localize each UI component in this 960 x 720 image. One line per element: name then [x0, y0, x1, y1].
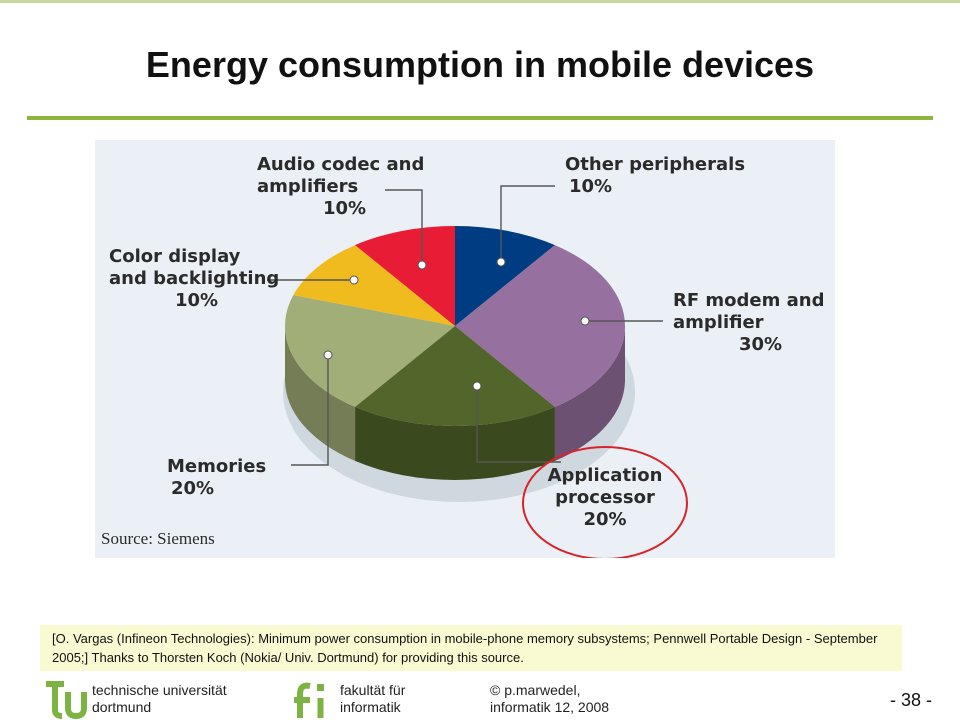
slice-label-other-peripherals-1: Other peripherals [565, 154, 745, 175]
author-info: © p.marwedel, informatik 12, 2008 [490, 682, 609, 716]
faculty-name: fakultät für informatik [340, 682, 405, 716]
leader-line-application-processor [476, 386, 561, 463]
leader-dot-memories [323, 350, 333, 360]
slice-label-application-processor-1: Application [548, 465, 663, 486]
university-name: technische universität dortmund [92, 682, 227, 716]
page-number: - 38 - [889, 690, 932, 710]
leader-line-memories [291, 355, 329, 466]
slice-value-color-display-and-backlighting: 10% [175, 290, 218, 311]
university-line-1: technische universität [92, 682, 227, 698]
author-line-2: informatik 12, 2008 [490, 699, 610, 715]
citation-box: [O. Vargas (Infineon Technologies): Mini… [40, 625, 902, 671]
leader-line-other-peripherals [500, 185, 555, 262]
slide-title: Energy consumption in mobile devices [145, 44, 815, 85]
leader-dot-rf-modem-and-amplifier [580, 316, 590, 326]
pie-slice-application-processor [355, 326, 555, 426]
pie-slice-audio-codec-and-amplifiers [355, 226, 455, 326]
slice-value-other-peripherals: 10% [569, 176, 612, 197]
slice-label-memories-1: Memories [167, 456, 266, 477]
chart-source: Source: Siemens [101, 529, 215, 548]
leader-dot-other-peripherals [496, 257, 506, 267]
leader-dot-application-processor [472, 381, 482, 391]
pie-slice-color-display-and-backlighting [293, 245, 455, 326]
pie-side-memories [285, 326, 356, 461]
tu-logo [46, 681, 87, 720]
fi-logo [294, 682, 324, 718]
leader-dot-color-display-and-backlighting [349, 275, 359, 285]
university-line-2: dortmund [92, 699, 152, 715]
faculty-line-1: fakultät für [340, 682, 406, 698]
slice-label-color-display-and-backlighting-2: and backlighting [109, 268, 279, 289]
faculty-line-2: informatik [340, 699, 401, 715]
pie-slice-other-peripherals [455, 226, 555, 326]
leader-line-audio-codec-and-amplifiers [385, 189, 423, 265]
footer: technische universität dortmund fakultät… [0, 676, 960, 720]
slice-label-audio-codec-and-amplifiers-2: amplifiers [257, 176, 358, 197]
slice-label-application-processor-2: processor [555, 487, 655, 508]
slice-value-audio-codec-and-amplifiers: 10% [323, 198, 366, 219]
pie-side-rf-modem-and-amplifier [554, 326, 625, 461]
top-accent-line [0, 0, 960, 3]
slice-label-color-display-and-backlighting-1: Color display [109, 246, 241, 267]
pie-slice-rf-modem-and-amplifier [455, 245, 625, 407]
slice-label-rf-modem-and-amplifier-2: amplifier [673, 312, 764, 333]
slice-value-application-processor: 20% [583, 509, 626, 530]
slice-value-rf-modem-and-amplifier: 30% [739, 334, 782, 355]
slice-label-audio-codec-and-amplifiers-1: Audio codec and [257, 154, 424, 175]
highlight-circle [522, 446, 688, 558]
author-line-1: © p.marwedel, [490, 682, 581, 698]
slice-label-rf-modem-and-amplifier-1: RF modem and [673, 290, 825, 311]
pie-chart-panel: Other peripherals 10% RF modem and amplifie… [95, 140, 835, 558]
leader-dot-audio-codec-and-amplifiers [417, 260, 427, 270]
slice-value-memories: 20% [171, 478, 214, 499]
title-rule [27, 116, 933, 120]
